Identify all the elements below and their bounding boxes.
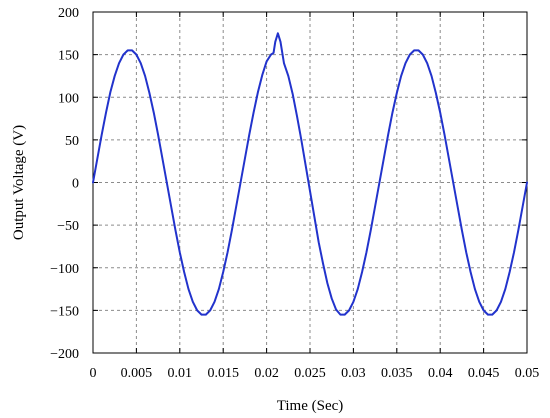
y-tick-label: −50 <box>57 219 79 234</box>
x-tick-labels: 0 0.005 0.01 0.015 0.02 0.025 0.03 0.035 0.04 0.0… <box>90 366 540 381</box>
y-tick-label: −100 <box>50 262 79 277</box>
y-axis-label: Output Voltage (V) <box>11 125 27 240</box>
x-tick-label: 0.03 <box>341 366 366 381</box>
y-tick-labels: 200 150 100 50 0 −50 −100 −150 −200 <box>50 6 79 362</box>
x-tick-label: 0.035 <box>381 366 413 381</box>
series-group <box>92 32 528 316</box>
y-tick-label: −200 <box>50 347 79 362</box>
x-tick-label: 0.05 <box>515 366 540 381</box>
x-tick-label: 0.02 <box>254 366 279 381</box>
x-tick-label: 0.045 <box>468 366 500 381</box>
y-tick-label: 200 <box>58 6 79 21</box>
x-tick-label: 0 <box>90 366 97 381</box>
grid-lines <box>93 12 527 353</box>
y-tick-label: 100 <box>58 91 79 106</box>
y-tick-label: 50 <box>65 134 79 149</box>
series-line <box>92 32 528 316</box>
x-axis-label: Time (Sec) <box>277 398 344 414</box>
x-tick-label: 0.005 <box>121 366 153 381</box>
y-tick-label: 150 <box>58 49 79 64</box>
x-tick-label: 0.025 <box>294 366 326 381</box>
y-tick-label: −150 <box>50 304 79 319</box>
x-tick-label: 0.015 <box>207 366 239 381</box>
y-tick-label: 0 <box>72 177 79 192</box>
x-tick-label: 0.01 <box>168 366 193 381</box>
x-tick-label: 0.04 <box>428 366 453 381</box>
